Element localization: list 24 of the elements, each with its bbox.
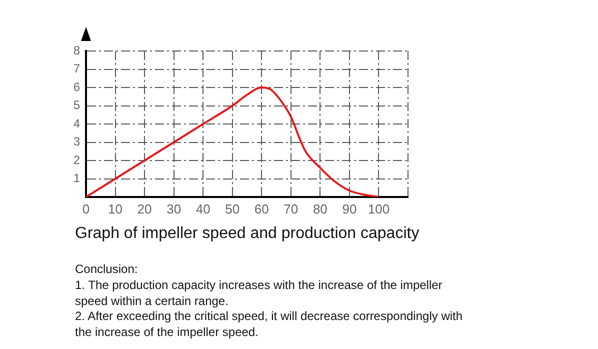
- x-tick-label: 70: [284, 201, 298, 216]
- x-tick-label: 10: [108, 201, 123, 216]
- y-tick-label: 3: [73, 134, 80, 149]
- x-tick-label: 0: [82, 201, 90, 216]
- y-tick-label: 4: [73, 116, 80, 130]
- x-tick-label: 100: [368, 201, 390, 216]
- y-tick-label: 7: [73, 62, 80, 76]
- y-tick-label: 6: [73, 80, 80, 94]
- line-series: [86, 86, 380, 197]
- x-tick-label: 30: [166, 201, 182, 216]
- text: 2. After exceeding the critical speed, it will decrease correspondingly with the increase of the impeller speed.: [75, 309, 464, 341]
- y-tick-label: 5: [73, 98, 80, 112]
- y-tick-label: 2: [73, 152, 80, 167]
- x-tick-label: 40: [196, 201, 210, 216]
- text: Conclusion:: [75, 262, 139, 278]
- text: 1. The production capacity increases with the increase of the impeller speed within a certain range.: [75, 278, 444, 310]
- text: Graph of impeller speed and production capacity: [75, 225, 420, 243]
- x-tick-label: 80: [312, 201, 328, 216]
- y-tick-label: 8: [73, 43, 80, 58]
- y-tick-label: 1: [73, 171, 80, 186]
- x-tick-label: 50: [225, 201, 240, 216]
- x-tick-label: 60: [254, 201, 269, 216]
- x-tick-label: 90: [342, 201, 357, 216]
- x-tick-label: 20: [137, 201, 152, 216]
